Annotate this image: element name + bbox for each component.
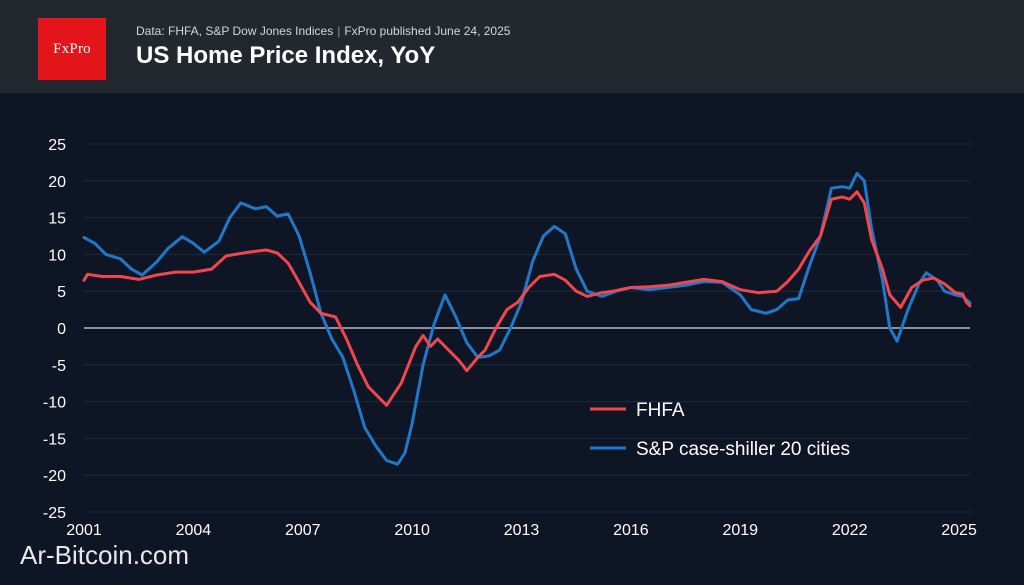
y-tick-label: -15 bbox=[43, 431, 66, 448]
fhfa-series-line bbox=[82, 190, 972, 407]
x-tick-label: 2013 bbox=[504, 522, 540, 539]
y-tick-label: 25 bbox=[48, 137, 66, 154]
source-separator: | bbox=[337, 24, 341, 38]
header-bar: FxPro Data: FHFA, S&P Dow Jones Indices |… bbox=[0, 0, 1024, 93]
y-tick-label: 10 bbox=[48, 247, 66, 264]
data-source: Data: FHFA, S&P Dow Jones Indices bbox=[136, 24, 334, 38]
x-tick-label: 2016 bbox=[613, 522, 649, 539]
published-date: FxPro published June 24, 2025 bbox=[344, 24, 511, 38]
legend-label-sp: S&P case-shiller 20 cities bbox=[636, 439, 850, 460]
x-tick-label: 2007 bbox=[285, 522, 321, 539]
watermark: Ar-Bitcoin.com bbox=[20, 540, 190, 570]
fxpro-logo: FxPro bbox=[38, 18, 106, 80]
x-tick-label: 2022 bbox=[832, 522, 868, 539]
source-line: Data: FHFA, S&P Dow Jones Indices | FxPro … bbox=[136, 24, 510, 38]
y-tick-label: -25 bbox=[43, 505, 66, 522]
x-tick-label: 2001 bbox=[66, 522, 102, 539]
y-tick-label: 15 bbox=[48, 211, 66, 228]
y-tick-label: 20 bbox=[48, 174, 66, 191]
y-tick-label: -10 bbox=[43, 395, 66, 412]
x-tick-label: 2025 bbox=[941, 522, 977, 539]
x-tick-label: 2010 bbox=[394, 522, 430, 539]
x-tick-label: 2019 bbox=[722, 522, 758, 539]
chart-title: US Home Price Index, YoY bbox=[136, 42, 436, 69]
x-tick-label: 2004 bbox=[176, 522, 212, 539]
y-tick-label: 5 bbox=[57, 284, 66, 301]
logo-text: FxPro bbox=[53, 40, 91, 57]
legend-label-fhfa: FHFA bbox=[636, 400, 685, 421]
sp-case-shiller-series-line bbox=[82, 171, 972, 466]
y-tick-label: 0 bbox=[57, 321, 66, 338]
y-tick-label: -5 bbox=[52, 358, 66, 375]
y-tick-label: -20 bbox=[43, 468, 66, 485]
